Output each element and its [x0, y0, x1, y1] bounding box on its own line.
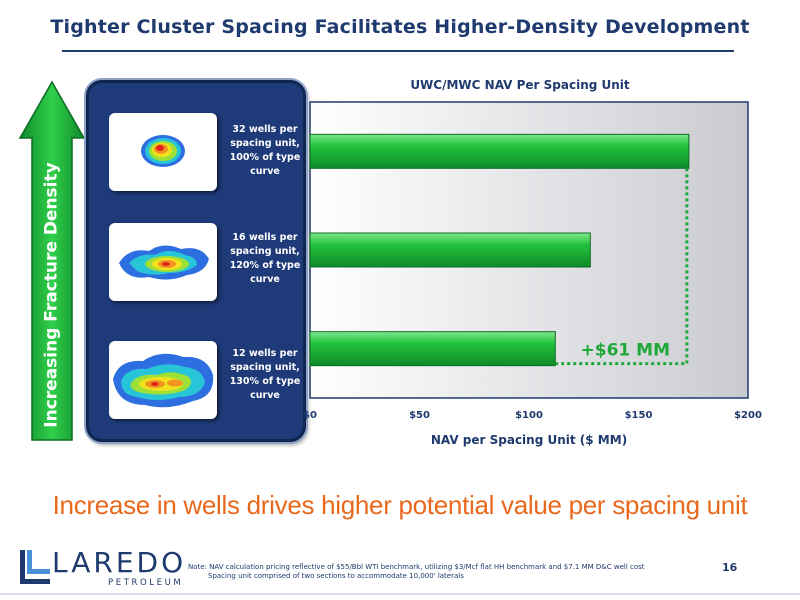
bar-1	[309, 133, 690, 169]
tagline: Increase in wells drives higher potentia…	[52, 490, 748, 520]
x-tick-label: $200	[734, 410, 762, 421]
logo-mark-icon	[20, 550, 50, 584]
page-number: 16	[722, 561, 738, 574]
x-tick-label: $150	[625, 410, 653, 421]
arrow-label: Increasing Fracture Density	[42, 162, 63, 428]
x-axis-label: NAV per Spacing Unit ($ MM)	[431, 433, 627, 447]
panel-label-12-wells: 12 wells per spacing unit, 130% of type …	[229, 348, 301, 401]
x-tick-label: $100	[515, 410, 543, 421]
slide-title: Tighter Cluster Spacing Facilitates High…	[50, 16, 750, 38]
panel-label-32-wells: 32 wells per spacing unit, 100% of type …	[229, 124, 301, 177]
footnote: Note: NAV calculation pricing reflective…	[188, 563, 708, 581]
footnote-line-1: Note: NAV calculation pricing reflective…	[188, 563, 645, 571]
heatmap-thumbnail-32-wells	[109, 113, 217, 191]
logo-wordmark: LAREDO	[52, 546, 187, 579]
title-divider	[62, 50, 734, 52]
difference-annotation: +$61 MM	[581, 341, 670, 361]
difference-bracket	[555, 168, 689, 366]
heatmap-thumbnail-16-wells	[109, 223, 217, 301]
laredo-logo: LAREDO PETROLEUM	[18, 546, 188, 592]
heatmap-thumbnail-12-wells	[109, 341, 217, 419]
arrow-label-wrap: Increasing Fracture Density	[30, 150, 74, 440]
x-tick-label: $0	[303, 410, 317, 421]
x-tick-label: $50	[409, 410, 430, 421]
spacing-panel: 32 wells per spacing unit, 100% of type …	[86, 80, 306, 442]
logo-subtitle: PETROLEUM	[108, 578, 184, 588]
chart-title: UWC/MWC NAV Per Spacing Unit	[410, 78, 630, 92]
up-arrow-icon	[18, 80, 86, 441]
footer-divider	[0, 593, 800, 595]
panel-label-16-wells: 16 wells per spacing unit, 120% of type …	[229, 232, 301, 285]
bar-2	[309, 232, 591, 268]
footnote-line-2: Spacing unit comprised of two sections t…	[208, 572, 464, 580]
bar-3	[309, 331, 556, 367]
fracture-density-arrow: Increasing Fracture Density	[18, 80, 86, 442]
nav-bar-chart: $0 $50 $100 $150 $200 +$61 MM NAV per Spacin…	[303, 101, 762, 447]
